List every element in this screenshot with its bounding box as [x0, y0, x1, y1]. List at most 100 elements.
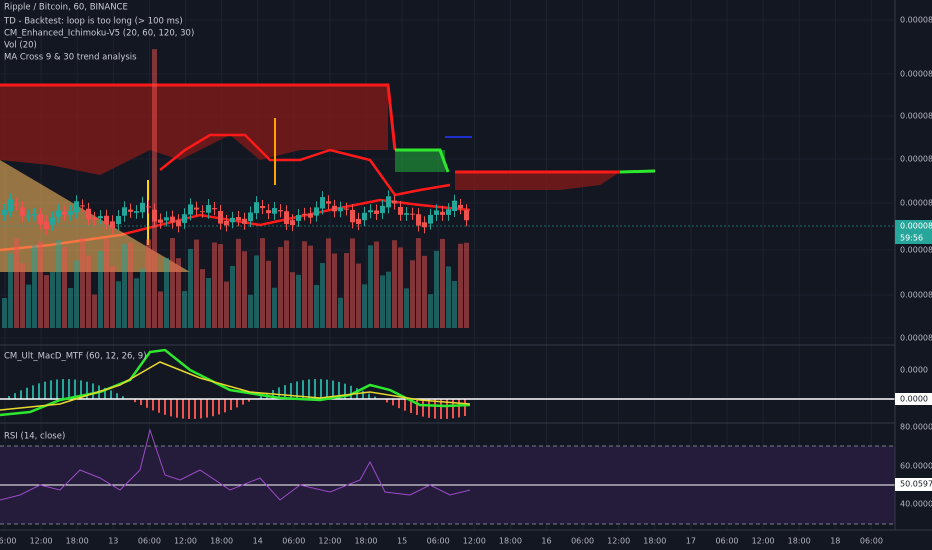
macd-histogram [332, 380, 334, 399]
price-tick: 0.00008250 [900, 334, 932, 343]
macd-histogram [386, 399, 388, 403]
volume-bar [128, 242, 133, 328]
future-cloud [455, 172, 620, 190]
volume-bar [386, 271, 391, 328]
candle-body [464, 210, 469, 221]
rsi-tick: 60.0000 [900, 462, 932, 471]
candle-body [140, 202, 145, 213]
volume-bar [302, 241, 307, 328]
legend-indicator: TD - Backtest: loop is too long (> 100 m… [3, 17, 183, 27]
candle-body [236, 217, 241, 221]
candle-body [194, 207, 199, 210]
candle-body [104, 215, 109, 225]
macd-histogram [122, 396, 124, 399]
volume-bar [278, 247, 283, 328]
candle-body [50, 217, 55, 225]
rsi-tick: 40.0000 [900, 500, 932, 509]
macd-histogram [110, 390, 112, 399]
macd-histogram [422, 399, 424, 417]
volume-bar [92, 294, 97, 328]
macd-histogram [62, 379, 64, 399]
volume-bar [446, 266, 451, 328]
volume-bar [452, 280, 457, 328]
price-tick: 0.00008600 [900, 16, 932, 25]
candle-body [392, 200, 397, 204]
time-tick: 12:00 [30, 537, 53, 546]
volume-bar [344, 253, 349, 328]
macd-histogram [326, 379, 328, 399]
volume-bar [194, 239, 199, 328]
candle-body [242, 218, 247, 224]
volume-bar [434, 250, 439, 328]
macd-histogram [350, 385, 352, 399]
macd-histogram [134, 399, 136, 403]
volume-bar [284, 240, 289, 328]
volume-bar [314, 284, 319, 328]
legend-symbol: Ripple / Bitcoin, 60, BINANCE [4, 3, 128, 13]
candle-body [170, 216, 175, 223]
candle-body [158, 219, 163, 223]
macd-histogram [440, 399, 442, 419]
macd-value-box [895, 393, 932, 405]
macd-histogram [170, 399, 172, 417]
macd-histogram [410, 399, 412, 413]
volume-bar [20, 263, 25, 328]
volume-bar [320, 263, 325, 328]
macd-histogram [14, 393, 16, 399]
macd-tick: 0.0000 [900, 395, 928, 404]
candle-body [356, 218, 361, 225]
candle-body [176, 220, 181, 227]
macd-line [0, 348, 471, 417]
price-tick: 0.00008500 [900, 112, 932, 121]
candle-body [92, 217, 97, 220]
time-tick: 14 [253, 537, 263, 546]
volume-bar [44, 275, 49, 328]
candle-body [302, 213, 307, 215]
candle-body [2, 210, 7, 215]
time-tick: 18:00 [66, 537, 89, 546]
candle-body [308, 213, 313, 218]
macd-histogram [92, 383, 94, 399]
volume-bar [458, 243, 463, 328]
candle-body [398, 206, 403, 215]
volume-bar [8, 253, 13, 328]
macd-histogram [446, 399, 448, 419]
candle-body [56, 210, 61, 217]
macd-histogram [392, 399, 394, 406]
volume-bar [74, 260, 79, 328]
time-tick: 18:00 [788, 537, 811, 546]
volume-bar [158, 291, 163, 328]
time-tick: 18 [830, 537, 840, 546]
candle-body [386, 196, 391, 208]
time-tick: 06:00 [427, 537, 450, 546]
macd-histogram [398, 399, 400, 409]
candle-body [458, 204, 463, 209]
time-tick: 12:00 [607, 537, 630, 546]
macd-histogram [8, 396, 10, 399]
volume-bar [98, 251, 103, 328]
macd-histogram [74, 379, 76, 399]
volume-bar [422, 255, 427, 328]
volume-bar [212, 242, 217, 328]
candle-body [254, 202, 259, 214]
volume-bar [50, 271, 55, 328]
macd-histogram [224, 399, 226, 413]
cloud-edge [0, 83, 397, 151]
candle-body [182, 214, 187, 223]
candle-body [374, 210, 379, 214]
macd-histogram [200, 399, 202, 419]
macd-histogram [338, 381, 340, 399]
volume-bar [218, 244, 223, 328]
rsi-line [0, 428, 471, 501]
volume-bar [134, 278, 139, 328]
time-tick: 06:00 [860, 537, 883, 546]
candle-body [188, 204, 193, 215]
macd-histogram [296, 381, 298, 399]
volume-bar [428, 294, 433, 328]
macd-histogram [218, 399, 220, 415]
macd-histogram [236, 399, 238, 408]
macd-histogram [344, 383, 346, 399]
volume-bar [86, 255, 91, 328]
volume-bar [38, 241, 43, 328]
macd-histogram [68, 379, 70, 399]
